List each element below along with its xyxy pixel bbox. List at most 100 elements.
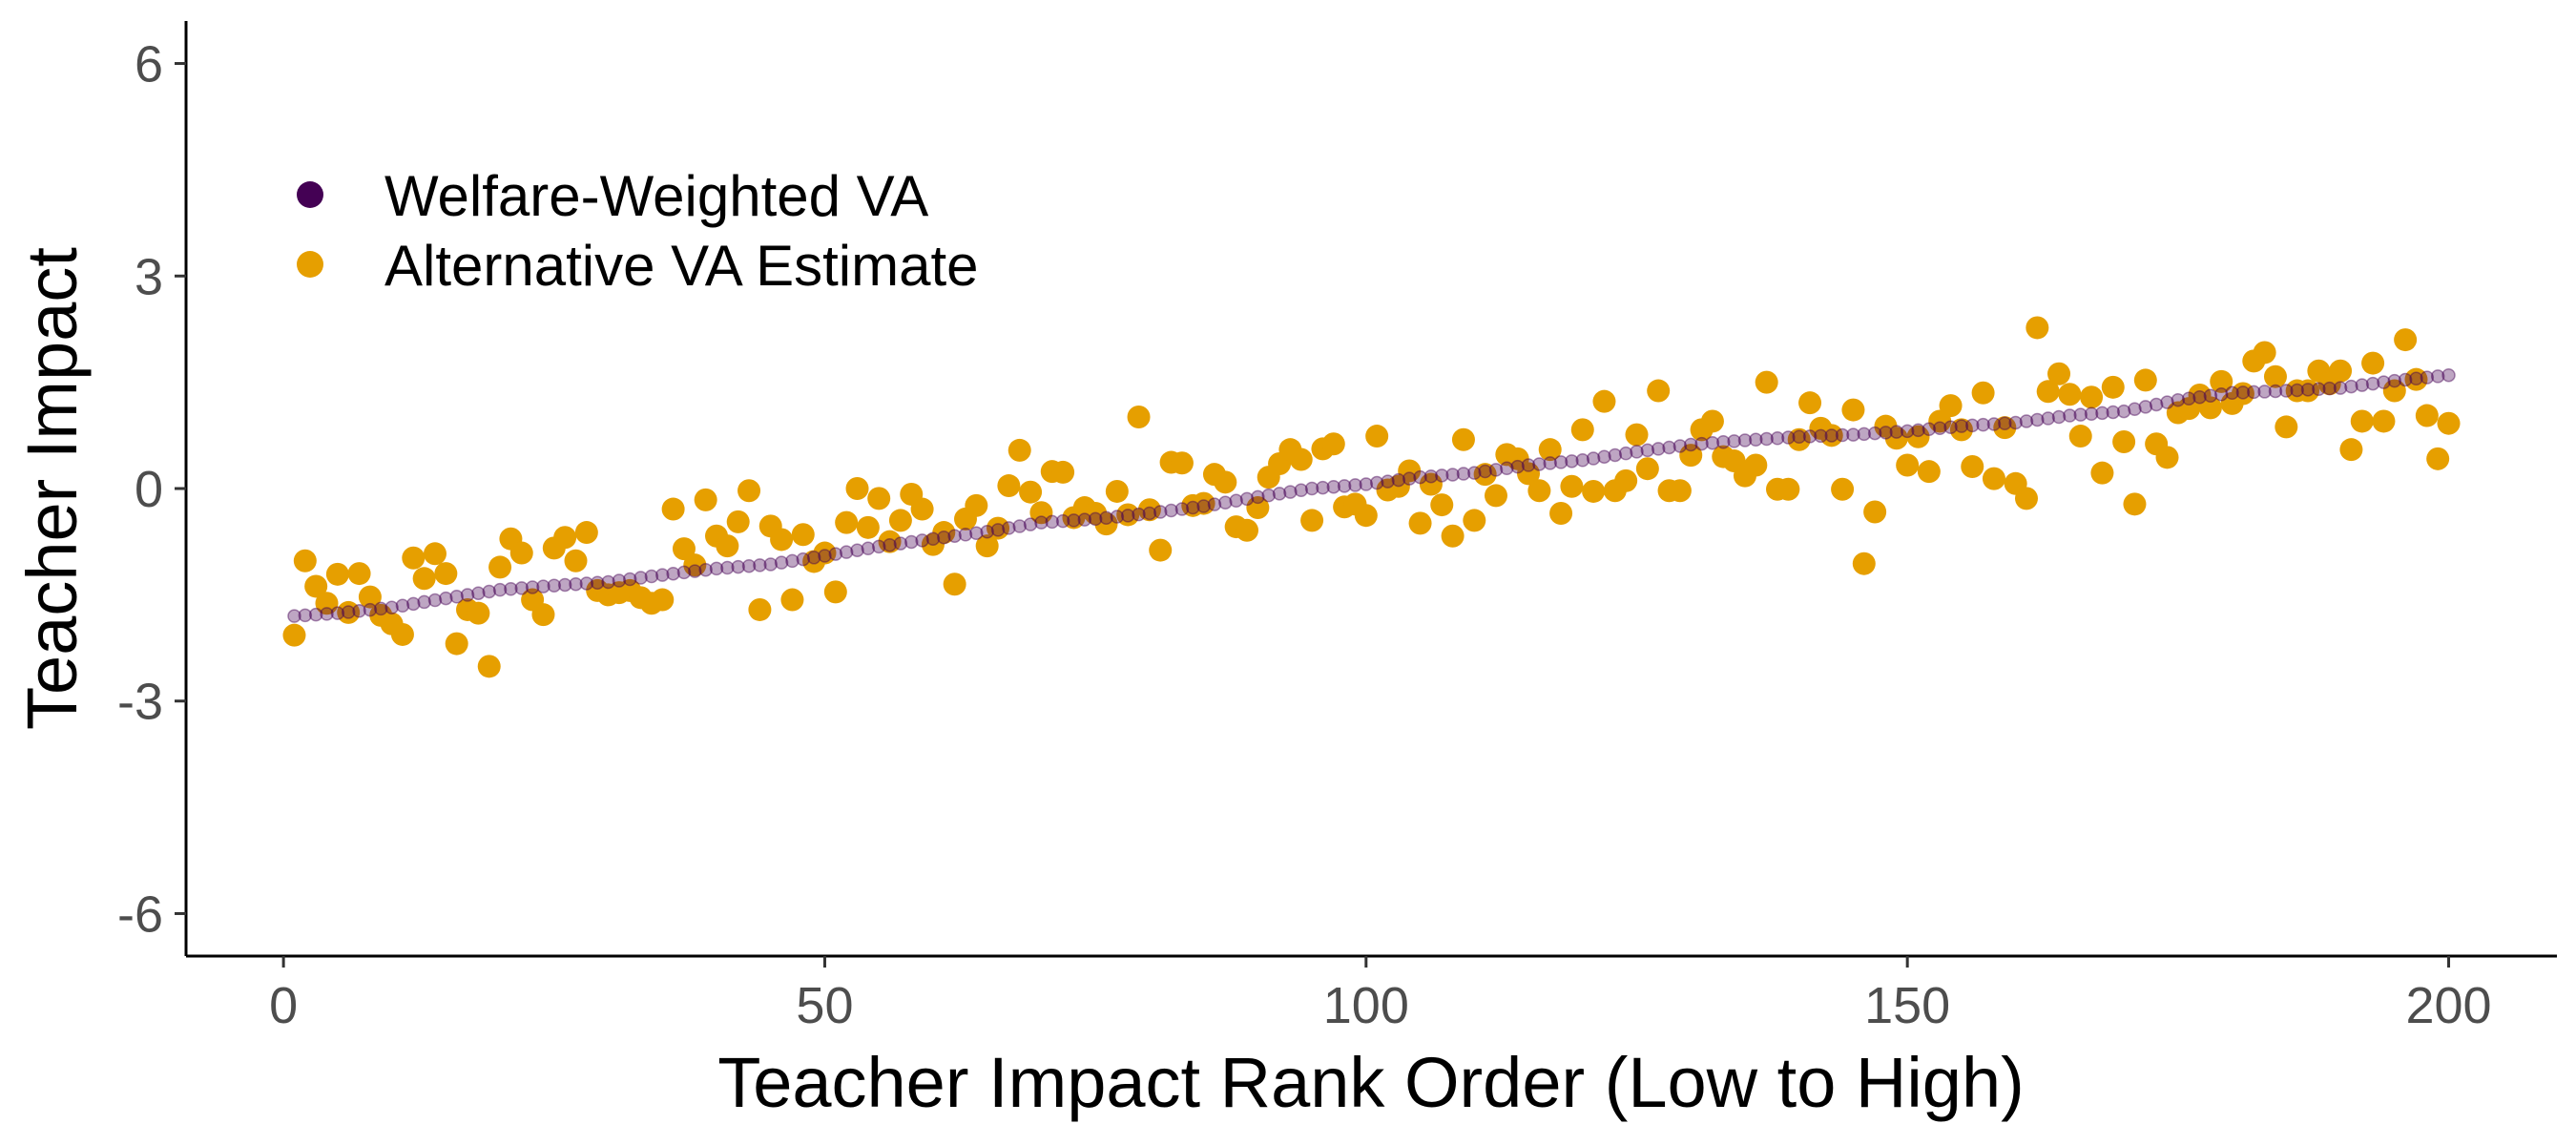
welfare-weighted-va-point <box>395 598 410 614</box>
alternative-va-point <box>2296 379 2320 403</box>
welfare-weighted-va-point <box>893 536 908 551</box>
alternative-va-point <box>2329 359 2353 383</box>
y-tick-label: 0 <box>135 461 163 518</box>
alternative-va-point <box>488 555 512 579</box>
welfare-weighted-va-point <box>1532 457 1547 471</box>
alternative-va-point <box>1700 409 1724 433</box>
welfare-weighted-va-point <box>1553 455 1568 469</box>
alternative-va-point <box>2112 430 2136 453</box>
alternative-va-point <box>390 622 414 646</box>
alternative-va-point <box>1841 398 1865 422</box>
alternative-va-point <box>2198 396 2222 420</box>
welfare-weighted-va-points <box>287 367 2456 623</box>
alternative-va-point <box>1008 438 1031 462</box>
welfare-weighted-va-point <box>1672 439 1688 453</box>
alternative-va-point <box>910 497 934 521</box>
alternative-va-point <box>1484 484 1507 508</box>
alternative-va-point <box>1906 425 1930 448</box>
alternative-va-point <box>1614 468 1638 492</box>
welfare-weighted-va-point <box>666 566 680 581</box>
alternative-va-point <box>716 534 739 558</box>
welfare-weighted-va-point <box>774 555 789 570</box>
welfare-weighted-va-point <box>1770 431 1785 446</box>
alternative-va-point <box>987 516 1010 540</box>
welfare-weighted-va-point <box>330 606 345 620</box>
welfare-weighted-va-point <box>1423 468 1439 484</box>
welfare-weighted-va-point <box>1867 426 1882 441</box>
welfare-weighted-va-point <box>2171 392 2186 407</box>
welfare-weighted-va-point <box>1618 446 1633 461</box>
alternative-va-point <box>2210 369 2233 393</box>
welfare-weighted-va-point <box>947 529 962 543</box>
welfare-weighted-va-point <box>1500 461 1514 476</box>
alternative-va-point <box>1127 406 1151 429</box>
welfare-weighted-va-point <box>1359 477 1374 491</box>
alternative-va-point <box>337 600 361 624</box>
alternative-va-point <box>1321 432 1345 456</box>
welfare-weighted-va-point <box>449 590 464 604</box>
alternative-va-point <box>1949 418 1973 442</box>
welfare-weighted-va-point <box>482 584 496 599</box>
welfare-weighted-va-point <box>2247 385 2261 400</box>
alternative-va-point <box>531 603 555 627</box>
welfare-weighted-va-point <box>1077 512 1092 527</box>
welfare-weighted-va-point <box>1965 418 1980 433</box>
alternative-va-point <box>1451 427 1475 451</box>
alternative-va-point <box>856 515 880 539</box>
alternative-va-point <box>1961 454 1984 478</box>
alternative-va-point <box>737 479 761 503</box>
welfare-weighted-va-point <box>990 523 1006 537</box>
welfare-weighted-va-point <box>2398 372 2413 387</box>
alternative-va-point <box>867 487 891 510</box>
alternative-va-point <box>2350 409 2374 433</box>
welfare-weighted-va-point <box>796 552 811 567</box>
x-axis-title: Teacher Impact Rank Order (Low to High) <box>717 1043 2025 1122</box>
welfare-weighted-va-point <box>1932 421 1947 435</box>
welfare-weighted-va-point <box>980 525 994 539</box>
welfare-weighted-va-point <box>569 576 583 592</box>
alternative-va-point <box>2426 447 2450 470</box>
alternative-va-point <box>1170 451 1194 475</box>
welfare-weighted-va-point <box>2387 373 2402 388</box>
alternative-va-point <box>412 567 436 591</box>
welfare-weighted-va-point <box>753 558 767 572</box>
welfare-weighted-va-point <box>1239 491 1255 507</box>
legend-marker-welfare-weighted-va <box>297 181 323 208</box>
welfare-weighted-va-point <box>2322 381 2337 396</box>
welfare-weighted-va-point <box>1164 503 1178 518</box>
alternative-va-point <box>293 549 317 572</box>
welfare-weighted-va-point <box>850 543 864 557</box>
welfare-weighted-va-point <box>1976 417 1990 432</box>
welfare-weighted-va-point <box>1900 424 1915 439</box>
welfare-weighted-va-point <box>1630 445 1644 459</box>
welfare-weighted-va-point <box>655 568 670 582</box>
alternative-va-point <box>2404 367 2428 391</box>
welfare-weighted-va-point <box>1261 488 1276 503</box>
welfare-weighted-va-point <box>1445 468 1460 482</box>
welfare-weighted-va-point <box>1911 423 1925 438</box>
alternative-va-point <box>2101 375 2125 399</box>
welfare-weighted-va-point <box>1716 435 1731 449</box>
alternative-va-point <box>1527 479 1551 503</box>
welfare-weighted-va-point <box>2420 370 2435 385</box>
welfare-weighted-va-point <box>1326 479 1341 494</box>
welfare-weighted-va-point <box>1478 464 1492 479</box>
alternative-va-point <box>726 510 750 533</box>
alternative-va-point <box>878 530 902 553</box>
welfare-weighted-va-point <box>2300 383 2316 397</box>
alternative-va-point <box>2275 415 2298 439</box>
legend-label-welfare-weighted-va: Welfare-Weighted VA <box>384 164 928 228</box>
welfare-weighted-va-point <box>373 601 388 616</box>
alternative-va-point <box>1884 427 1908 450</box>
welfare-weighted-va-point <box>1835 427 1850 443</box>
welfare-weighted-va-point <box>1694 436 1709 451</box>
welfare-weighted-va-point <box>1132 507 1146 522</box>
welfare-weighted-va-point <box>818 549 832 563</box>
welfare-weighted-va-point <box>2041 411 2055 426</box>
welfare-weighted-va-point <box>1174 502 1190 516</box>
welfare-weighted-va-point <box>471 586 486 600</box>
welfare-weighted-va-point <box>1683 437 1698 452</box>
welfare-weighted-va-point <box>1207 497 1222 511</box>
welfare-weighted-va-point <box>741 558 757 573</box>
welfare-weighted-va-point <box>1120 509 1135 523</box>
